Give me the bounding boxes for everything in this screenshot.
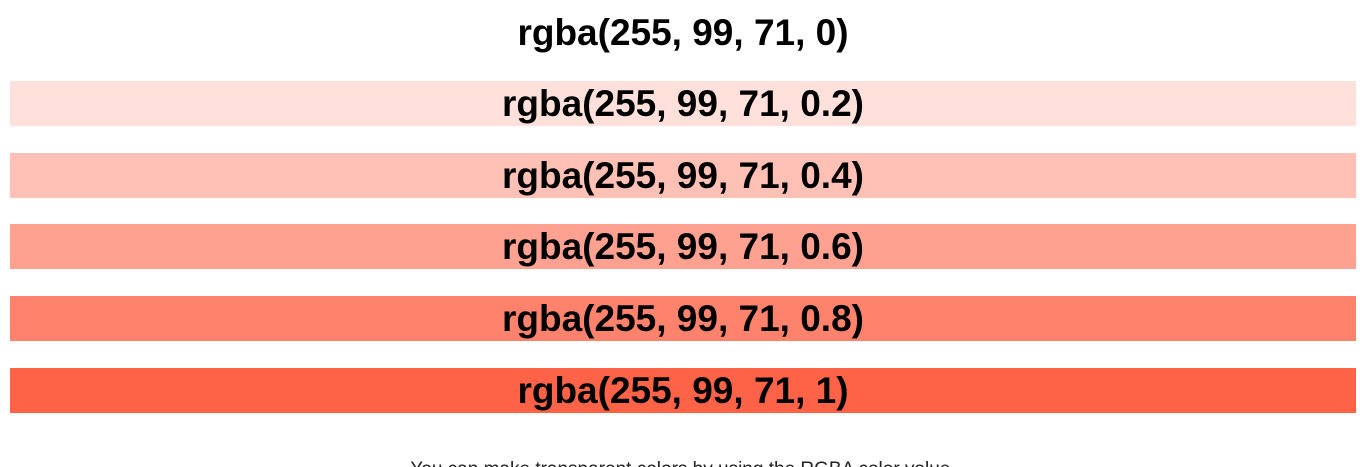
color-swatch-alpha-0-4: rgba(255, 99, 71, 0.4)	[10, 153, 1356, 198]
color-swatch-alpha-0-2: rgba(255, 99, 71, 0.2)	[10, 81, 1356, 126]
caption-text: You can make transparent colors by using…	[0, 459, 1366, 467]
color-swatch-alpha-0-6: rgba(255, 99, 71, 0.6)	[10, 224, 1356, 269]
color-swatch-alpha-1: rgba(255, 99, 71, 1)	[10, 368, 1356, 413]
color-swatch-alpha-0: rgba(255, 99, 71, 0)	[517, 12, 849, 53]
color-swatch-alpha-0-8: rgba(255, 99, 71, 0.8)	[10, 296, 1356, 341]
